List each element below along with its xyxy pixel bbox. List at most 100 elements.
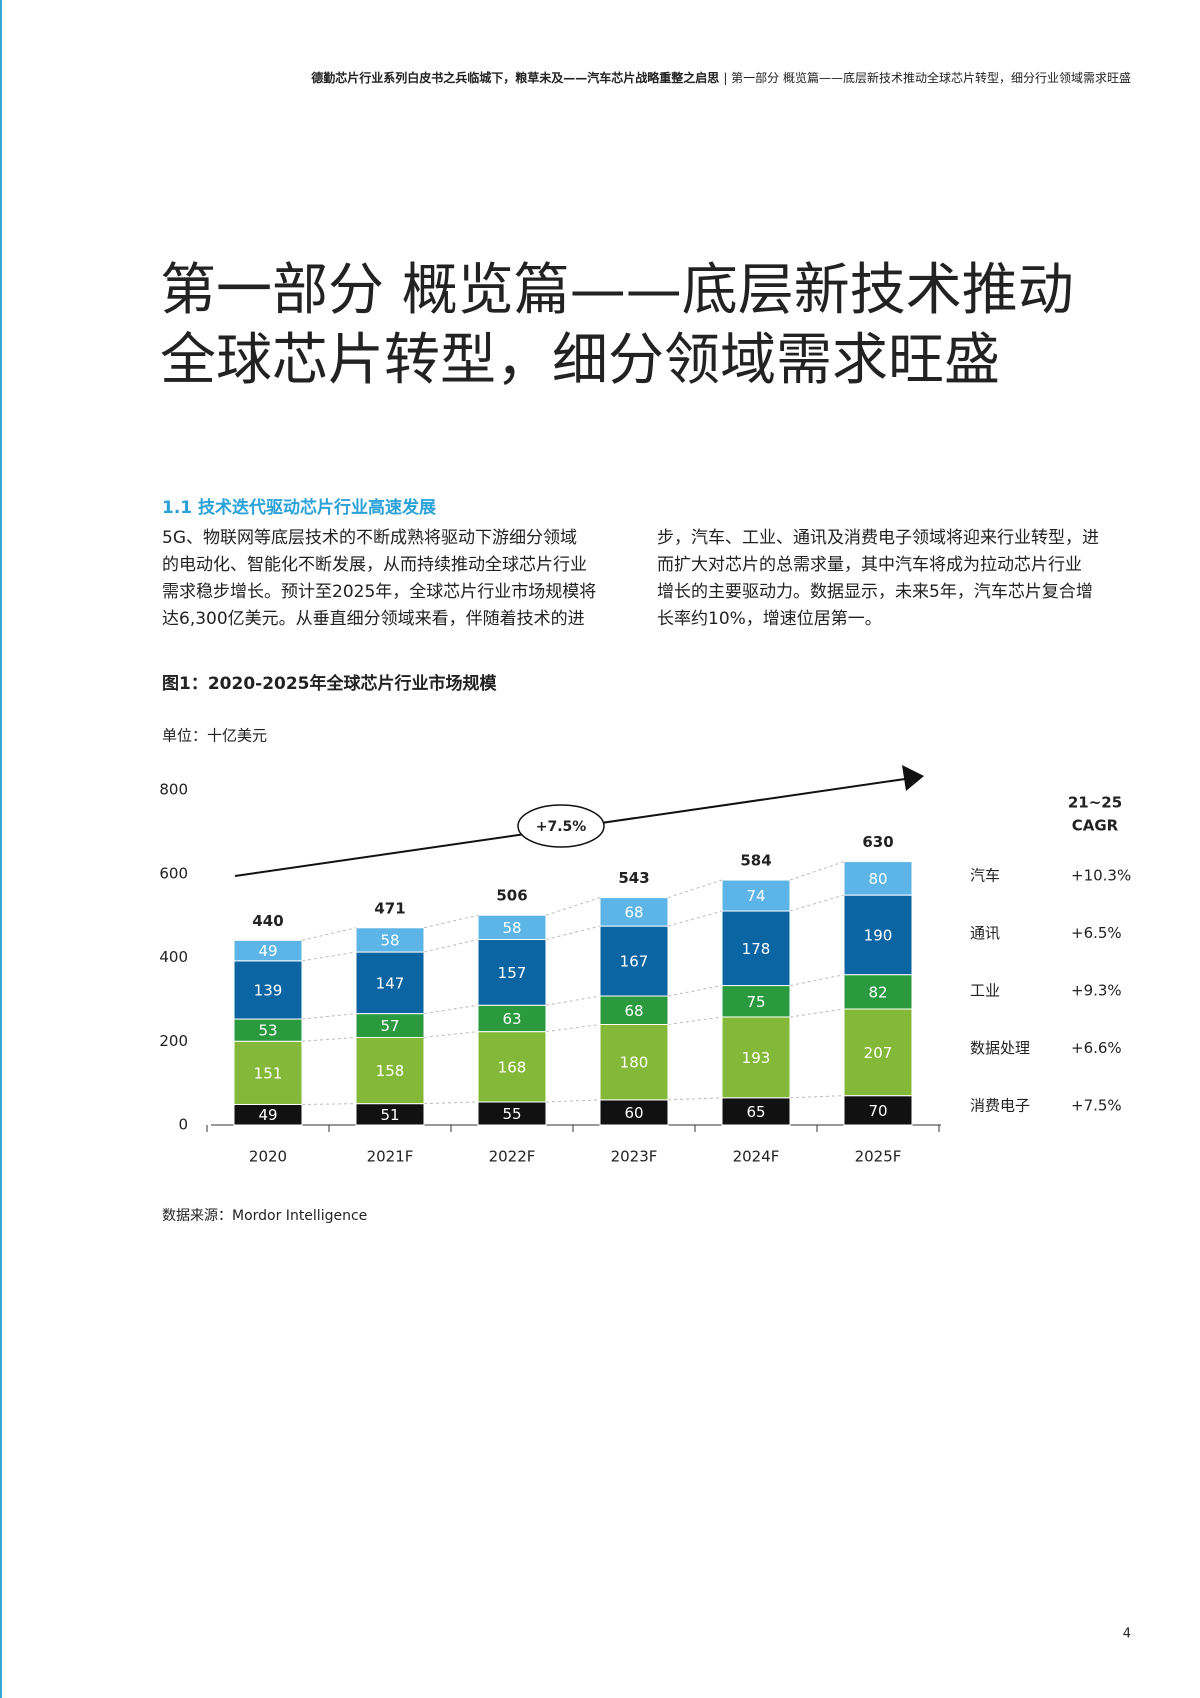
guide-line [423,1004,479,1015]
bar-segment [599,897,669,927]
page-title: 全球芯片转型，细分领域需求旺盛 [160,328,1000,393]
total-label: 584 [740,852,771,870]
page-number: 4 [1123,1627,1131,1642]
bar-segment [843,974,913,1010]
bar-segment [843,1095,913,1126]
guide-line [545,1099,601,1103]
data-label: 58 [502,919,521,937]
guide-line [545,1024,601,1033]
bar-segment [843,861,913,896]
x-tick-label: 2021F [367,1148,414,1166]
data-label: 68 [624,1002,643,1020]
guide-line [301,951,357,962]
guide-line [667,1097,723,1101]
data-label: 80 [868,870,887,888]
guide-line [423,939,479,953]
data-label: 139 [254,981,283,999]
bar-segment [843,894,913,976]
body-text: 5G、物联网等底层技术的不断成熟将驱动下游细分领域 [162,527,577,548]
guide-line [789,1095,845,1099]
bar-segment [233,939,303,962]
legend-cagr: +6.6% [1071,1039,1122,1057]
legend-cagr: +9.3% [1071,982,1122,1000]
data-label: 58 [380,931,399,949]
cagr-header: 21~25 [1068,794,1122,812]
bar-segment [843,1008,913,1097]
bar-segment [721,1016,791,1099]
bar-segment [233,1040,303,1105]
data-label: 74 [746,887,765,905]
data-label: 178 [742,940,771,958]
x-tick-label: 2020 [249,1148,287,1166]
data-label: 55 [502,1105,521,1123]
guide-line [789,861,845,881]
guide-line [545,925,601,940]
data-label: 157 [498,964,527,982]
legend-cagr: +10.3% [1071,867,1131,885]
arrow-head [902,765,924,791]
guide-line [423,1101,479,1105]
guide-line [789,894,845,912]
data-label: 190 [864,926,893,944]
data-label: 193 [742,1049,771,1067]
legend-cagr: +6.5% [1071,924,1122,942]
header: 德勤芯片行业系列白皮书之兵临城下，粮草未及——汽车芯片战略重整之启思 | 第一部分… [311,70,1131,85]
bar-segment [477,1004,547,1033]
total-label: 630 [862,833,893,851]
y-tick-label: 400 [159,948,188,966]
bar-segment [721,879,791,912]
trend-label: +7.5% [536,819,587,835]
guide-line [301,1013,357,1020]
total-label: 506 [496,887,527,905]
guide-line [301,1103,357,1105]
data-label: 168 [498,1058,527,1076]
page-title: 第一部分 概览篇——底层新技术推动 [160,258,1074,323]
y-tick-label: 0 [178,1116,188,1134]
data-label: 63 [502,1010,521,1028]
bar-segment [721,1097,791,1126]
data-label: 51 [380,1106,399,1124]
data-label: 207 [864,1044,893,1062]
bar-segment [355,927,425,953]
bar-segment [477,914,547,940]
bar-segment [721,910,791,987]
body-text: 达6,300亿美元。从垂直细分领域来看，伴随着技术的进 [162,609,585,629]
bar-segment [355,1036,425,1105]
legend-label: 工业 [970,982,1000,1000]
guide-line [667,910,723,927]
data-label: 57 [380,1017,399,1035]
guide-line [789,974,845,987]
bar-segment [599,925,669,997]
cagr-header: CAGR [1072,817,1119,835]
legend-label: 通讯 [970,924,1000,942]
legend-label: 数据处理 [970,1039,1030,1057]
guide-line [301,927,357,941]
body-text: 长率约10%，增速位居第一。 [657,609,882,629]
body-text: 需求稳步增长。预计至2025年，全球芯片行业市场规模将 [162,582,596,602]
x-tick-label: 2025F [855,1148,902,1166]
guide-line [667,985,723,997]
guide-line [423,1031,479,1038]
guide-line [789,1008,845,1018]
header-left: 德勤芯片行业系列白皮书之兵临城下，粮草未及——汽车芯片战略重整之启思 [311,70,719,85]
legend-label: 消费电子 [970,1097,1030,1115]
trend-badge [517,804,605,848]
data-label: 53 [258,1022,277,1040]
y-tick-label: 600 [159,864,188,882]
data-label: 60 [624,1104,643,1122]
guide-line [667,879,723,899]
data-label: 82 [868,983,887,1001]
edge-line [0,0,2,1698]
total-label: 440 [252,912,283,930]
x-tick-label: 2023F [611,1148,658,1166]
data-label: 49 [258,942,277,960]
data-label: 180 [620,1054,649,1072]
data-label: 68 [624,903,643,921]
guide-line [301,1036,357,1042]
body-text: 的电动化、智能化不断发展，从而持续推动全球芯片行业 [162,555,587,575]
legend-label: 汽车 [970,867,1000,885]
guide-line [545,897,601,916]
data-label: 167 [620,953,649,971]
y-tick-label: 800 [159,781,188,799]
total-label: 543 [618,869,649,887]
